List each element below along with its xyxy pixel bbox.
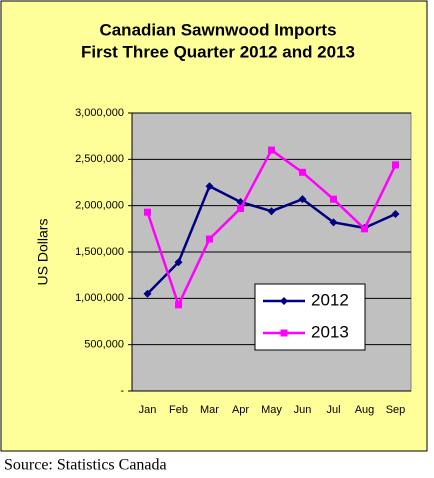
marker bbox=[268, 146, 275, 154]
marker bbox=[329, 218, 338, 227]
y-tick-label: 2,000,000 bbox=[75, 200, 124, 212]
y-tick-label: 1,500,000 bbox=[75, 246, 124, 258]
legend-label: 2012 bbox=[311, 290, 349, 309]
x-tick-label: Jan bbox=[139, 404, 157, 416]
marker bbox=[175, 301, 182, 309]
y-tick-label: 500,000 bbox=[84, 339, 124, 351]
y-tick-label: 1,000,000 bbox=[75, 292, 124, 304]
marker bbox=[143, 289, 152, 298]
source-note: Source: Statistics Canada bbox=[4, 457, 167, 474]
marker bbox=[237, 204, 244, 212]
chart-title: First Three Quarter 2012 and 2013 bbox=[81, 42, 355, 61]
x-tick-label: Aug bbox=[355, 404, 375, 416]
y-tick-label: 2,500,000 bbox=[75, 153, 124, 165]
y-tick-label: 3,000,000 bbox=[75, 107, 124, 119]
marker bbox=[392, 161, 399, 169]
x-tick-label: May bbox=[261, 404, 282, 416]
legend bbox=[254, 283, 366, 351]
marker bbox=[205, 182, 214, 191]
x-tick-label: Mar bbox=[200, 404, 219, 416]
x-tick-label: Jul bbox=[326, 404, 340, 416]
marker bbox=[391, 210, 400, 219]
marker bbox=[144, 208, 151, 216]
y-axis-label: US Dollars bbox=[35, 219, 51, 286]
x-tick-label: Jun bbox=[294, 404, 312, 416]
marker bbox=[298, 195, 307, 204]
x-tick-label: Sep bbox=[386, 404, 406, 416]
marker bbox=[280, 297, 288, 305]
x-tick-label: Apr bbox=[232, 404, 249, 416]
marker bbox=[174, 258, 183, 267]
marker bbox=[299, 168, 306, 176]
marker bbox=[280, 329, 288, 337]
x-tick-label: Feb bbox=[169, 404, 188, 416]
marker bbox=[267, 207, 276, 216]
chart-title: Canadian Sawnwood Imports bbox=[99, 20, 336, 39]
y-tick-label: - bbox=[120, 385, 124, 397]
legend-label: 2013 bbox=[311, 322, 349, 341]
marker bbox=[361, 225, 368, 233]
marker bbox=[330, 195, 337, 203]
marker bbox=[206, 235, 213, 243]
